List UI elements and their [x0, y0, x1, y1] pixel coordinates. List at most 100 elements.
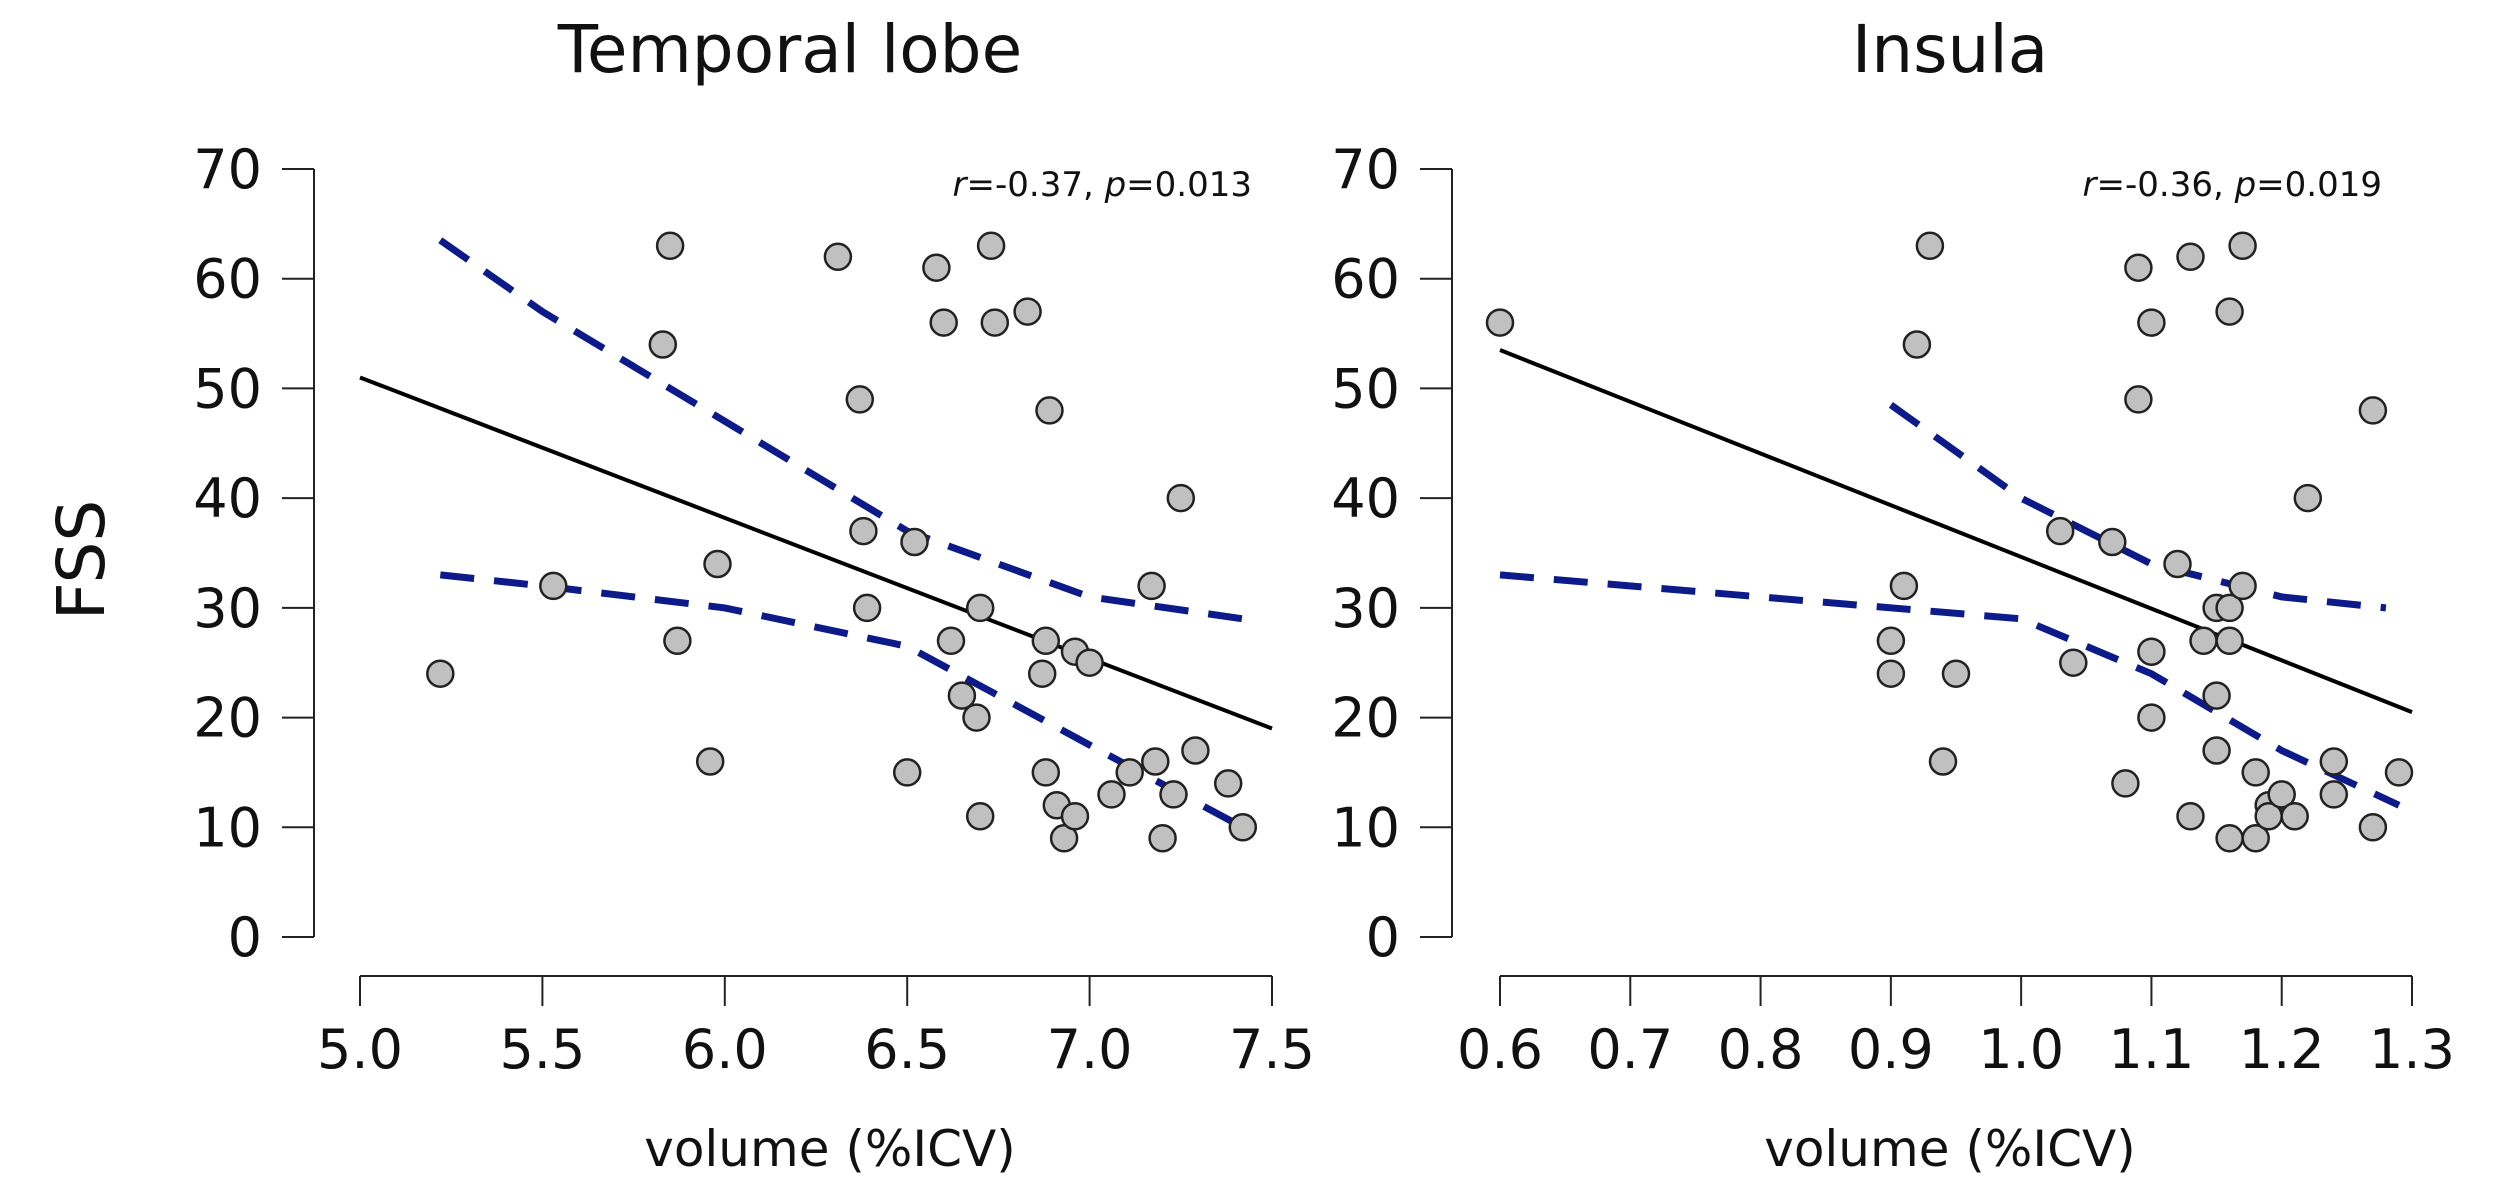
data-point	[965, 593, 995, 623]
data-point	[539, 571, 568, 601]
data-point	[2137, 308, 2166, 337]
data-point	[2228, 571, 2257, 601]
data-point	[1141, 747, 1170, 776]
x-tick-label: 0.9	[1848, 1018, 1934, 1081]
data-point	[922, 253, 951, 282]
data-point	[2111, 769, 2140, 798]
data-point	[2059, 648, 2088, 677]
data-point	[976, 231, 1006, 261]
data-point	[1928, 747, 1958, 776]
y-tick-label: 40	[193, 467, 262, 530]
x-tick-label: 6.5	[864, 1018, 950, 1081]
data-point	[852, 593, 882, 623]
y-tick-label: 0	[1366, 906, 1400, 969]
data-point	[2319, 747, 2349, 776]
x-axis-label: volume (%ICV)	[644, 1120, 1016, 1178]
stat-p-value: =0.019	[2256, 165, 2382, 205]
x-tick-label: 7.0	[1047, 1018, 1133, 1081]
data-point	[1075, 648, 1104, 677]
y-tick-label: 60	[193, 248, 262, 311]
y-tick-label: 0	[228, 906, 262, 969]
data-point	[2215, 297, 2244, 326]
data-point	[1902, 330, 1932, 359]
x-axis: 5.0 5.5 6.0 6.5 7.0 7.5	[317, 975, 1315, 1081]
data-point	[2280, 802, 2309, 831]
y-tick-label: 30	[193, 577, 262, 640]
data-point	[1035, 396, 1064, 425]
y-tick-label: 20	[193, 687, 262, 750]
x-tick-label: 5.0	[317, 1018, 403, 1081]
data-point	[2137, 703, 2166, 732]
data-point	[2384, 758, 2414, 787]
data-point	[900, 527, 929, 557]
data-point	[2319, 780, 2349, 809]
y-tick-label: 30	[1331, 577, 1400, 640]
data-point	[936, 626, 966, 656]
chart-title: Insula	[1852, 11, 2048, 88]
stat-r-value: =-0.36,	[2097, 165, 2235, 205]
data-point	[845, 385, 875, 414]
data-point	[1060, 802, 1090, 831]
data-point	[2358, 396, 2388, 425]
data-point	[962, 703, 991, 732]
y-axis: 0 10 20 30 40 50 60 70	[193, 138, 315, 969]
data-point	[1031, 626, 1061, 656]
data-point	[1485, 308, 1515, 337]
data-point	[2098, 527, 2127, 557]
data-point	[965, 802, 995, 831]
chart-title: Temporal lobe	[557, 11, 1022, 88]
y-tick-label: 60	[1331, 248, 1400, 311]
regression-line	[359, 375, 1273, 731]
correlation-stat: r=-0.36, p=0.019	[2083, 165, 2382, 205]
stat-r-label: r	[953, 165, 969, 205]
data-point	[2124, 253, 2153, 282]
data-point	[2215, 626, 2244, 656]
data-point	[849, 516, 878, 546]
x-axis: 0.6 0.7 0.8 0.9 1.0 1.1 1.2 1.3	[1457, 975, 2455, 1081]
x-tick-label: 0.6	[1457, 1018, 1543, 1081]
data-point	[2176, 242, 2205, 272]
y-tick-label: 70	[1331, 138, 1400, 201]
data-point	[1159, 780, 1188, 809]
data-point	[1876, 626, 1906, 656]
y-tick-label: 20	[1331, 687, 1400, 750]
y-tick-label: 50	[193, 357, 262, 420]
data-point	[2241, 758, 2270, 787]
x-axis-label: volume (%ICV)	[1764, 1120, 2136, 1178]
regression-line	[1499, 348, 2413, 714]
stat-r-label: r	[2083, 165, 2099, 205]
data-point	[2241, 824, 2270, 853]
correlation-stat: r=-0.37, p=0.013	[953, 165, 1252, 205]
stat-p-label: p	[2234, 165, 2257, 205]
data-point	[2124, 385, 2153, 414]
data-point	[2215, 593, 2244, 623]
data-point	[1148, 824, 1177, 853]
data-point	[1213, 769, 1243, 798]
data-point	[1889, 571, 1919, 601]
data-point	[2202, 681, 2231, 710]
data-point	[2215, 824, 2244, 853]
data-point	[2267, 780, 2296, 809]
x-tick-label: 1.0	[1978, 1018, 2064, 1081]
data-point	[947, 681, 977, 710]
data-point	[2163, 549, 2192, 579]
data-point	[1941, 659, 1971, 688]
data-point	[703, 549, 732, 579]
data-point	[663, 626, 692, 656]
y-tick-label: 10	[193, 796, 262, 859]
data-point	[2228, 231, 2257, 261]
data-point	[980, 308, 1010, 337]
confidence-band-lower	[1499, 571, 2401, 809]
data-point	[1013, 297, 1042, 326]
x-tick-label: 0.7	[1587, 1018, 1673, 1081]
x-tick-label: 6.0	[682, 1018, 768, 1081]
y-tick-label: 50	[1331, 357, 1400, 420]
data-point	[823, 242, 853, 272]
y-axis-label: FSS	[43, 500, 120, 621]
data-point	[1166, 483, 1196, 513]
data-point	[648, 330, 678, 359]
x-tick-label: 7.5	[1229, 1018, 1315, 1081]
data-point	[1915, 231, 1945, 261]
y-tick-label: 70	[193, 138, 262, 201]
